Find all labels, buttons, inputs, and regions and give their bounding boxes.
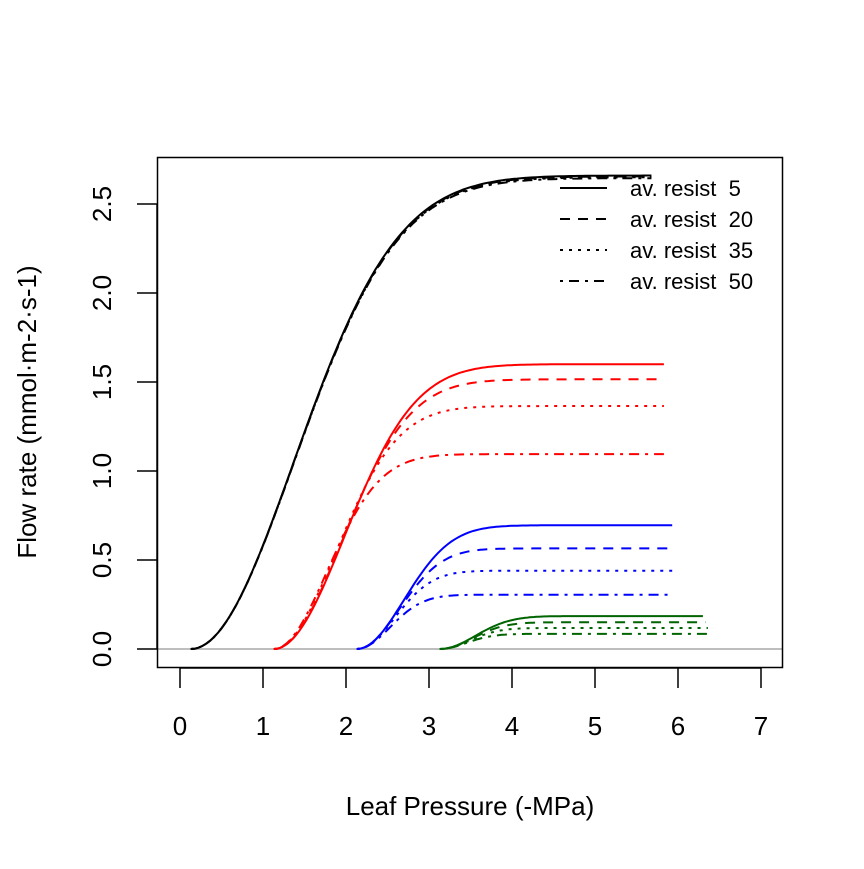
legend: av. resist 5 av. resist 20 av. resist 35 av… xyxy=(560,176,753,294)
x-tick-label: 3 xyxy=(422,711,436,741)
series-line-13 xyxy=(439,621,706,650)
x-tick-label: 2 xyxy=(339,711,353,741)
x-tick-label: 1 xyxy=(256,711,270,741)
y-tick-label: 0.5 xyxy=(87,542,117,578)
series-line-6 xyxy=(273,405,664,650)
series-line-5 xyxy=(273,378,664,650)
x-tick-label: 7 xyxy=(754,711,768,741)
series-line-8 xyxy=(356,524,673,650)
series-line-11 xyxy=(356,593,673,650)
series-line-2 xyxy=(190,176,652,650)
y-tick-label: 1.0 xyxy=(87,453,117,489)
x-tick-label: 6 xyxy=(671,711,685,741)
y-axis-label: Flow rate (mmol·m-2·s-1) xyxy=(12,265,42,558)
legend-label-0: av. resist 5 xyxy=(630,176,741,201)
x-tick-label: 0 xyxy=(173,711,187,741)
series-line-15 xyxy=(439,632,711,650)
series-line-10 xyxy=(356,569,673,650)
legend-label-2: av. resist 35 xyxy=(630,238,753,263)
x-axis-label: Leaf Pressure (-MPa) xyxy=(346,791,595,821)
series-line-14 xyxy=(439,627,708,650)
y-tick-label: 2.5 xyxy=(87,186,117,222)
series-line-4 xyxy=(273,363,664,650)
series-line-12 xyxy=(439,615,703,650)
y-tick-label: 0.0 xyxy=(87,631,117,667)
plot-frame xyxy=(156,156,784,669)
series-line-0 xyxy=(190,174,652,650)
series-line-7 xyxy=(273,453,664,650)
series-line-9 xyxy=(356,547,673,650)
x-tick-label: 4 xyxy=(505,711,519,741)
legend-label-1: av. resist 20 xyxy=(630,207,753,232)
series-line-3 xyxy=(190,177,652,650)
y-tick-label: 1.5 xyxy=(87,364,117,400)
y-tick-label: 2.0 xyxy=(87,275,117,311)
legend-label-3: av. resist 50 xyxy=(630,269,753,294)
x-tick-label: 5 xyxy=(588,711,602,741)
series-line-1 xyxy=(190,175,652,650)
